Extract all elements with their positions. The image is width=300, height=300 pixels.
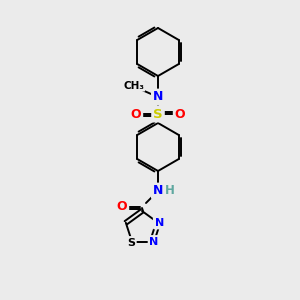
Text: N: N [153, 184, 163, 197]
Text: O: O [131, 107, 141, 121]
Text: O: O [117, 200, 127, 214]
Text: S: S [153, 107, 163, 121]
Text: N: N [149, 237, 159, 247]
Text: N: N [153, 91, 163, 103]
Text: H: H [165, 184, 175, 197]
Text: S: S [127, 238, 135, 248]
Text: N: N [154, 218, 164, 228]
Text: O: O [175, 107, 185, 121]
Text: CH₃: CH₃ [124, 81, 145, 91]
